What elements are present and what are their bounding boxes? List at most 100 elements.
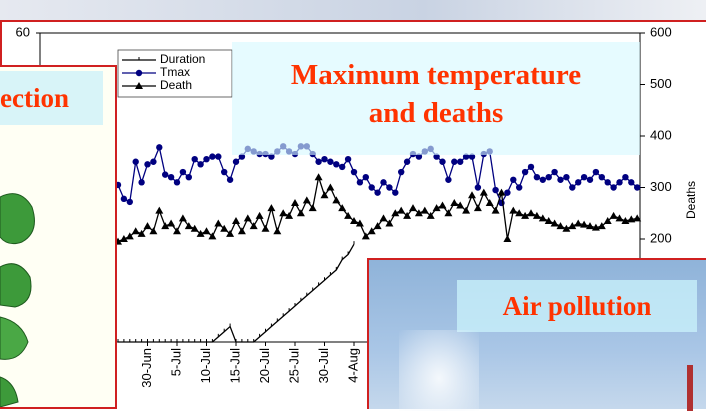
x-tick-label: 4-Aug: [345, 348, 360, 383]
point: [610, 212, 618, 219]
point: [392, 189, 398, 195]
point: [451, 159, 457, 165]
point: [397, 207, 405, 214]
point: [527, 209, 535, 216]
point: [203, 227, 211, 234]
point: [605, 179, 611, 185]
right-panel-band: Air pollution: [457, 280, 697, 332]
chimney: [687, 365, 693, 411]
point: [616, 179, 622, 185]
legend-label: Death: [160, 78, 192, 92]
map-image: [0, 127, 115, 407]
point: [197, 161, 203, 167]
x-tick-label: 10-Jul: [198, 348, 213, 384]
point: [546, 174, 552, 180]
y2-tick-label: 300: [650, 179, 672, 194]
point: [581, 174, 587, 180]
point: [503, 235, 511, 242]
y2-tick-label: 400: [650, 127, 672, 142]
point: [474, 204, 482, 211]
point: [232, 217, 240, 224]
point: [386, 184, 392, 190]
smoke: [399, 330, 479, 411]
y-tick-label: 60: [16, 24, 30, 39]
point: [303, 196, 311, 203]
point: [610, 184, 616, 190]
point: [132, 227, 140, 234]
point: [409, 204, 417, 211]
point: [421, 207, 429, 214]
point: [155, 207, 163, 214]
point: [291, 199, 299, 206]
legend: DurationTmaxDeath: [118, 50, 232, 97]
point: [279, 209, 287, 216]
legend-marker: [136, 70, 142, 76]
right-panel-title: Air pollution: [457, 280, 697, 332]
point: [540, 177, 546, 183]
point: [227, 177, 233, 183]
point: [439, 159, 445, 165]
left-panel-title: ection: [0, 71, 103, 125]
point: [374, 189, 380, 195]
left-panel: ection: [0, 65, 117, 409]
x-tick-label: 30-Jun: [139, 348, 154, 388]
x-tick-label: 30-Jul: [316, 348, 331, 384]
point: [457, 159, 463, 165]
point: [214, 220, 222, 227]
y2-tick-label: 500: [650, 76, 672, 91]
point: [363, 174, 369, 180]
point: [267, 204, 275, 211]
point: [398, 169, 404, 175]
slide: Deaths 6020030040050060030-Jun5-Jul10-Ju…: [0, 0, 706, 409]
point: [557, 177, 563, 183]
point: [209, 153, 215, 159]
x-tick-label: 20-Jul: [257, 348, 272, 384]
point: [634, 184, 640, 190]
point: [273, 227, 281, 234]
point: [404, 159, 410, 165]
point: [522, 169, 528, 175]
point: [475, 184, 481, 190]
point: [168, 174, 174, 180]
point: [492, 187, 498, 193]
point: [238, 227, 246, 234]
point: [192, 156, 198, 162]
point: [297, 209, 305, 216]
y2-tick-label: 200: [650, 230, 672, 245]
map-region: [0, 377, 18, 407]
point: [144, 222, 152, 229]
point: [179, 214, 187, 221]
point: [380, 214, 388, 221]
map-region: [0, 264, 31, 307]
point: [569, 184, 575, 190]
point: [439, 202, 447, 209]
point: [574, 220, 582, 227]
point: [162, 171, 168, 177]
x-tick-label: 15-Jul: [227, 348, 242, 384]
point: [156, 144, 162, 150]
point: [233, 159, 239, 165]
point: [599, 174, 605, 180]
point: [450, 199, 458, 206]
point: [244, 214, 252, 221]
map-region: [0, 317, 28, 359]
point: [333, 161, 339, 167]
point: [345, 156, 351, 162]
point: [127, 199, 133, 205]
point: [262, 225, 270, 232]
point: [144, 161, 150, 167]
legend-label: Duration: [160, 52, 205, 66]
point: [480, 189, 488, 196]
point: [215, 153, 221, 159]
point: [174, 179, 180, 185]
y2-axis-label: Deaths: [684, 181, 698, 219]
point: [369, 184, 375, 190]
annotation: Maximum temperature and deaths: [232, 42, 640, 132]
point: [167, 220, 175, 227]
x-tick-label: 25-Jul: [286, 348, 301, 384]
point: [321, 156, 327, 162]
point: [186, 174, 192, 180]
y2-tick-label: 600: [650, 24, 672, 39]
point: [203, 156, 209, 162]
point: [587, 177, 593, 183]
